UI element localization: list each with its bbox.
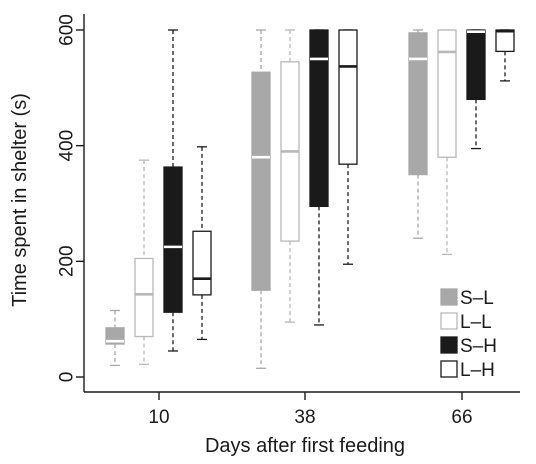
legend-item: L–L <box>440 312 492 333</box>
legend-label: L–H <box>460 360 495 381</box>
legend-item: S–L <box>440 288 494 309</box>
box-body <box>437 29 457 158</box>
y-axis-title: Time spent in shelter (s) <box>9 93 31 307</box>
box-38-L–H <box>338 29 358 265</box>
legend-label: S–L <box>460 288 494 309</box>
plot-frame <box>83 14 520 393</box>
series-S–H <box>163 29 486 352</box>
box-38-S–H <box>309 29 329 326</box>
legend-swatch <box>440 288 458 306</box>
legend-swatch <box>440 360 458 378</box>
box-38-S–L <box>251 29 271 369</box>
box-66-S–H <box>466 29 486 150</box>
box-body <box>251 71 271 291</box>
box-body <box>309 29 329 208</box>
box-10-L–L <box>134 159 154 365</box>
series-L–H <box>192 29 515 341</box>
box-body <box>163 166 183 313</box>
legend-item: L–H <box>440 360 495 381</box>
legend-label: L–L <box>460 312 492 333</box>
legend-label: S–H <box>460 336 497 357</box>
x-axis-title: Days after first feeding <box>205 435 405 457</box>
y-tick-label: 600 <box>57 14 78 46</box>
legend: S–L L–L S–H L–H <box>440 288 497 381</box>
box-66-S–L <box>408 29 428 239</box>
box-66-L–H <box>495 29 515 82</box>
box-body <box>338 29 358 165</box>
legend-item: S–H <box>440 336 497 357</box>
box-series <box>105 29 515 369</box>
series-L–L <box>134 29 457 365</box>
box-body <box>466 29 486 101</box>
box-10-S–H <box>163 29 183 352</box>
box-body <box>134 257 154 338</box>
y-axis-ticks: 0 200 400 600 <box>57 14 84 382</box>
box-10-L–H <box>192 146 212 341</box>
x-tick-label: 38 <box>294 407 315 428</box>
y-tick-label: 200 <box>57 245 78 277</box>
x-tick-label: 66 <box>451 407 472 428</box>
x-axis-ticks: 10 38 66 <box>148 392 473 428</box>
y-tick-label: 400 <box>57 130 78 162</box>
box-10-S–L <box>105 309 125 367</box>
x-tick-label: 10 <box>148 407 169 428</box>
box-66-L–L <box>437 29 457 256</box>
legend-swatch <box>440 312 458 330</box>
legend-swatch <box>440 336 458 354</box>
box-38-L–L <box>280 29 300 323</box>
box-body <box>192 230 212 296</box>
box-body <box>495 29 515 53</box>
y-tick-label: 0 <box>57 372 78 383</box>
series-S–L <box>105 29 428 369</box>
box-body <box>408 32 428 176</box>
